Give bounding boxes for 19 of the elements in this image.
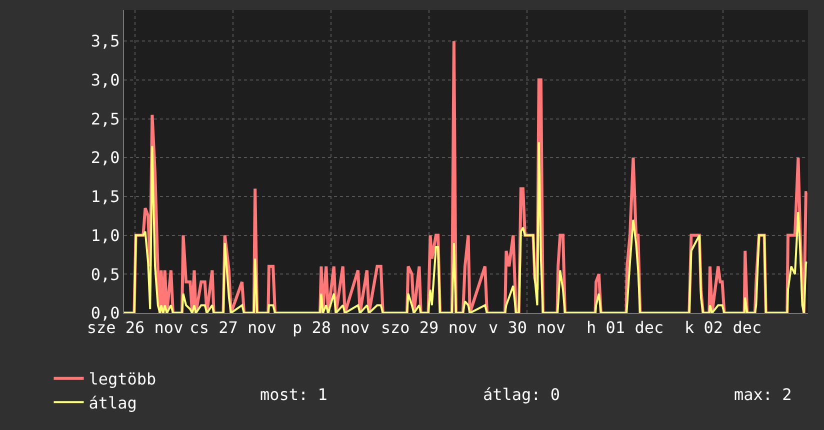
- text: most: 1: [260, 385, 328, 404]
- y-tick-label: 1,5: [90, 187, 120, 206]
- legend-label: átlag: [88, 393, 137, 412]
- x-tick-label: h 01 dec: [586, 318, 664, 338]
- y-tick-label: 2,0: [90, 148, 120, 168]
- x-tick-label: cs 27 nov: [190, 318, 276, 338]
- y-tick-label: 0,0: [90, 304, 120, 323]
- legend-label: legtöbb: [88, 370, 156, 389]
- text: max: 2: [734, 385, 792, 404]
- x-tick-label: v 30 nov: [488, 318, 566, 338]
- x-tick-label: k 02 dec: [684, 318, 762, 338]
- x-tick-label: p 28 nov: [292, 318, 370, 338]
- x-tick-label: szo 29 nov: [380, 318, 478, 338]
- y-tick-label: 0,5: [90, 264, 120, 284]
- y-tick-label: 3,0: [90, 70, 120, 90]
- y-tick-label: 3,5: [90, 32, 120, 51]
- y-tick-label: 1,0: [90, 226, 120, 245]
- y-tick-label: 2,5: [90, 109, 120, 128]
- text: átlag: 0: [483, 385, 560, 404]
